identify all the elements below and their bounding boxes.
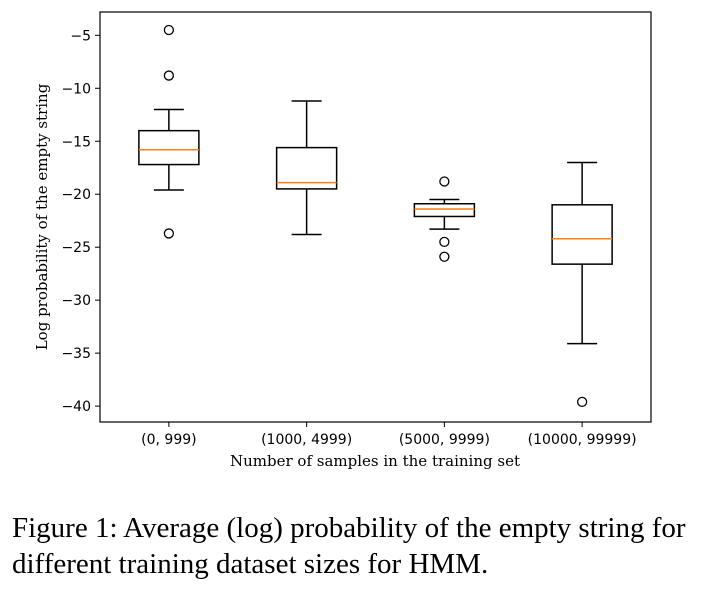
outlier-point bbox=[439, 236, 450, 248]
y-tick-label: −15 bbox=[61, 134, 91, 150]
y-axis-ticks: −5 −10 −15 −20 −25 −30 −35 −40 bbox=[61, 28, 100, 415]
box-plot-chart: −5 −10 −15 −20 −25 −30 −35 −40 (0, 999) (1000, 4… bbox=[33, 11, 652, 470]
outlier-point bbox=[439, 176, 450, 187]
iqr-box bbox=[138, 129, 200, 166]
outlier-point bbox=[163, 70, 175, 81]
x-tick-label: (1000, 4999) bbox=[261, 432, 352, 448]
y-tick-label: −30 bbox=[61, 293, 91, 309]
y-tick-label: −5 bbox=[70, 28, 91, 44]
y-axis-label: Log probability of the empty string bbox=[33, 83, 51, 350]
box-series bbox=[138, 24, 613, 408]
outlier-point bbox=[576, 396, 588, 408]
box-3 bbox=[413, 176, 476, 262]
outlier-point bbox=[163, 24, 175, 36]
plot-area-frame bbox=[99, 11, 652, 423]
x-tick-label: (0, 999) bbox=[141, 432, 196, 448]
y-tick-label: −20 bbox=[61, 187, 91, 203]
x-axis-ticks: (0, 999) (1000, 4999) (5000, 9999) (10000, … bbox=[141, 422, 637, 448]
iqr-box bbox=[551, 204, 613, 265]
x-tick-label: (10000, 99999) bbox=[528, 432, 637, 448]
figure-caption: Figure 1: Average (log) probability of t… bbox=[12, 512, 686, 580]
y-tick-label: −25 bbox=[61, 240, 91, 256]
box-4 bbox=[551, 161, 613, 408]
box-1 bbox=[138, 24, 200, 239]
y-tick-label: −10 bbox=[61, 81, 91, 97]
x-axis-label: Number of samples in the training set bbox=[230, 452, 520, 470]
iqr-box bbox=[275, 146, 338, 190]
outlier-point bbox=[163, 228, 175, 239]
y-tick-label: −35 bbox=[61, 346, 91, 362]
y-tick-label: −40 bbox=[61, 399, 91, 415]
outlier-point bbox=[439, 251, 450, 262]
iqr-box bbox=[413, 203, 476, 218]
box-2 bbox=[275, 100, 338, 236]
x-tick-label: (5000, 9999) bbox=[399, 432, 490, 448]
